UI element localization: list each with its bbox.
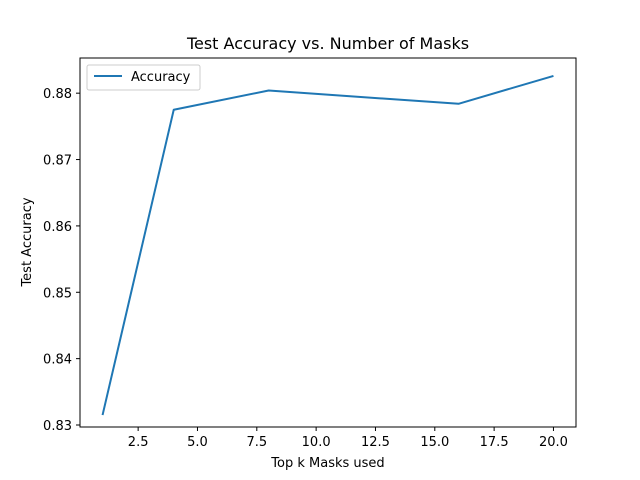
x-axis-label: Top k Masks used: [270, 456, 384, 471]
y-tick-label: 0.84: [43, 353, 72, 368]
x-tick-label: 7.5: [246, 435, 267, 450]
y-axis-label: Test Accuracy: [20, 197, 35, 287]
x-tick-label: 20.0: [539, 435, 568, 450]
series-layer: [101, 74, 554, 416]
x-tick-label: 5.0: [187, 435, 208, 450]
y-tick-label: 0.85: [43, 286, 72, 301]
x-tick-label: 2.5: [128, 435, 149, 450]
legend-label-accuracy: Accuracy: [131, 70, 191, 85]
chart-title: Test Accuracy vs. Number of Masks: [186, 34, 469, 53]
plot-area: [80, 58, 576, 427]
x-tick-label: 17.5: [480, 435, 509, 450]
y-tick-label: 0.87: [43, 154, 72, 169]
legend-box: [86, 64, 201, 91]
x-axis-ticks: 2.5 5.0 7.5 10.0 12.5 15.0 17.5 20.0: [128, 427, 568, 450]
y-tick-label: 0.88: [43, 87, 72, 102]
x-tick-label: 10.0: [302, 435, 331, 450]
y-tick-label: 0.86: [43, 220, 72, 235]
axes-frame: [79, 57, 577, 428]
x-tick-label: 15.0: [420, 435, 449, 450]
y-tick-label: 0.83: [43, 419, 72, 434]
y-axis-ticks: 0.83 0.84 0.85 0.86 0.87 0.88: [43, 87, 80, 434]
legend: Accuracy: [86, 64, 201, 91]
axes-background: [80, 58, 576, 427]
x-tick-label: 12.5: [361, 435, 390, 450]
series-line-accuracy: [101, 74, 554, 416]
